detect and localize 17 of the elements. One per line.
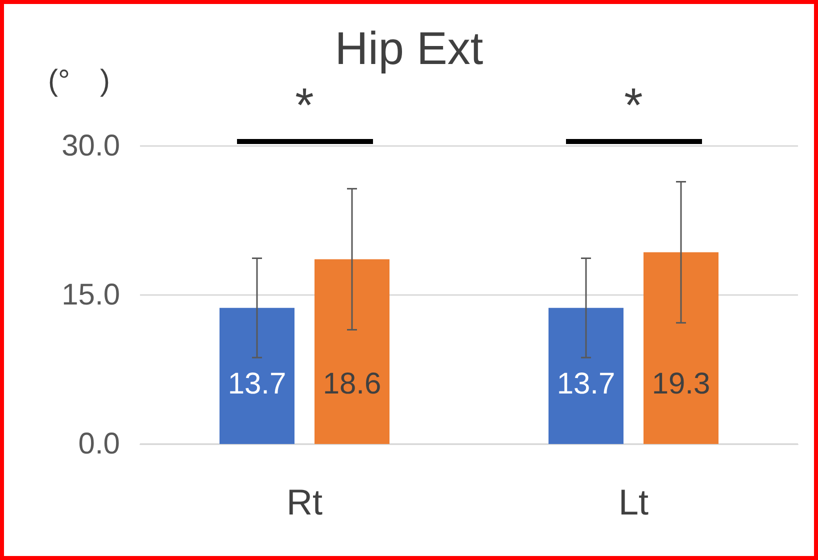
bar — [314, 259, 390, 444]
x-tick-label: Rt — [286, 482, 322, 522]
text: * — [624, 80, 643, 132]
y-tick-label: 0.0 — [78, 428, 120, 460]
x-tick-label: Lt — [618, 482, 649, 522]
text: * — [295, 80, 314, 132]
bar — [220, 308, 294, 444]
data-label: 18.6 — [322, 368, 382, 400]
chart-title: Hip Ext — [334, 22, 484, 74]
bar — [548, 308, 624, 444]
y-tick-label: 30.0 — [62, 130, 120, 162]
y-tick-label: 15.0 — [62, 278, 120, 312]
data-label: 19.3 — [652, 368, 710, 400]
data-label: 13.7 — [228, 368, 286, 400]
data-label: 13.7 — [556, 368, 616, 400]
bar — [644, 252, 718, 444]
y-axis-title: (° ) — [48, 64, 110, 98]
